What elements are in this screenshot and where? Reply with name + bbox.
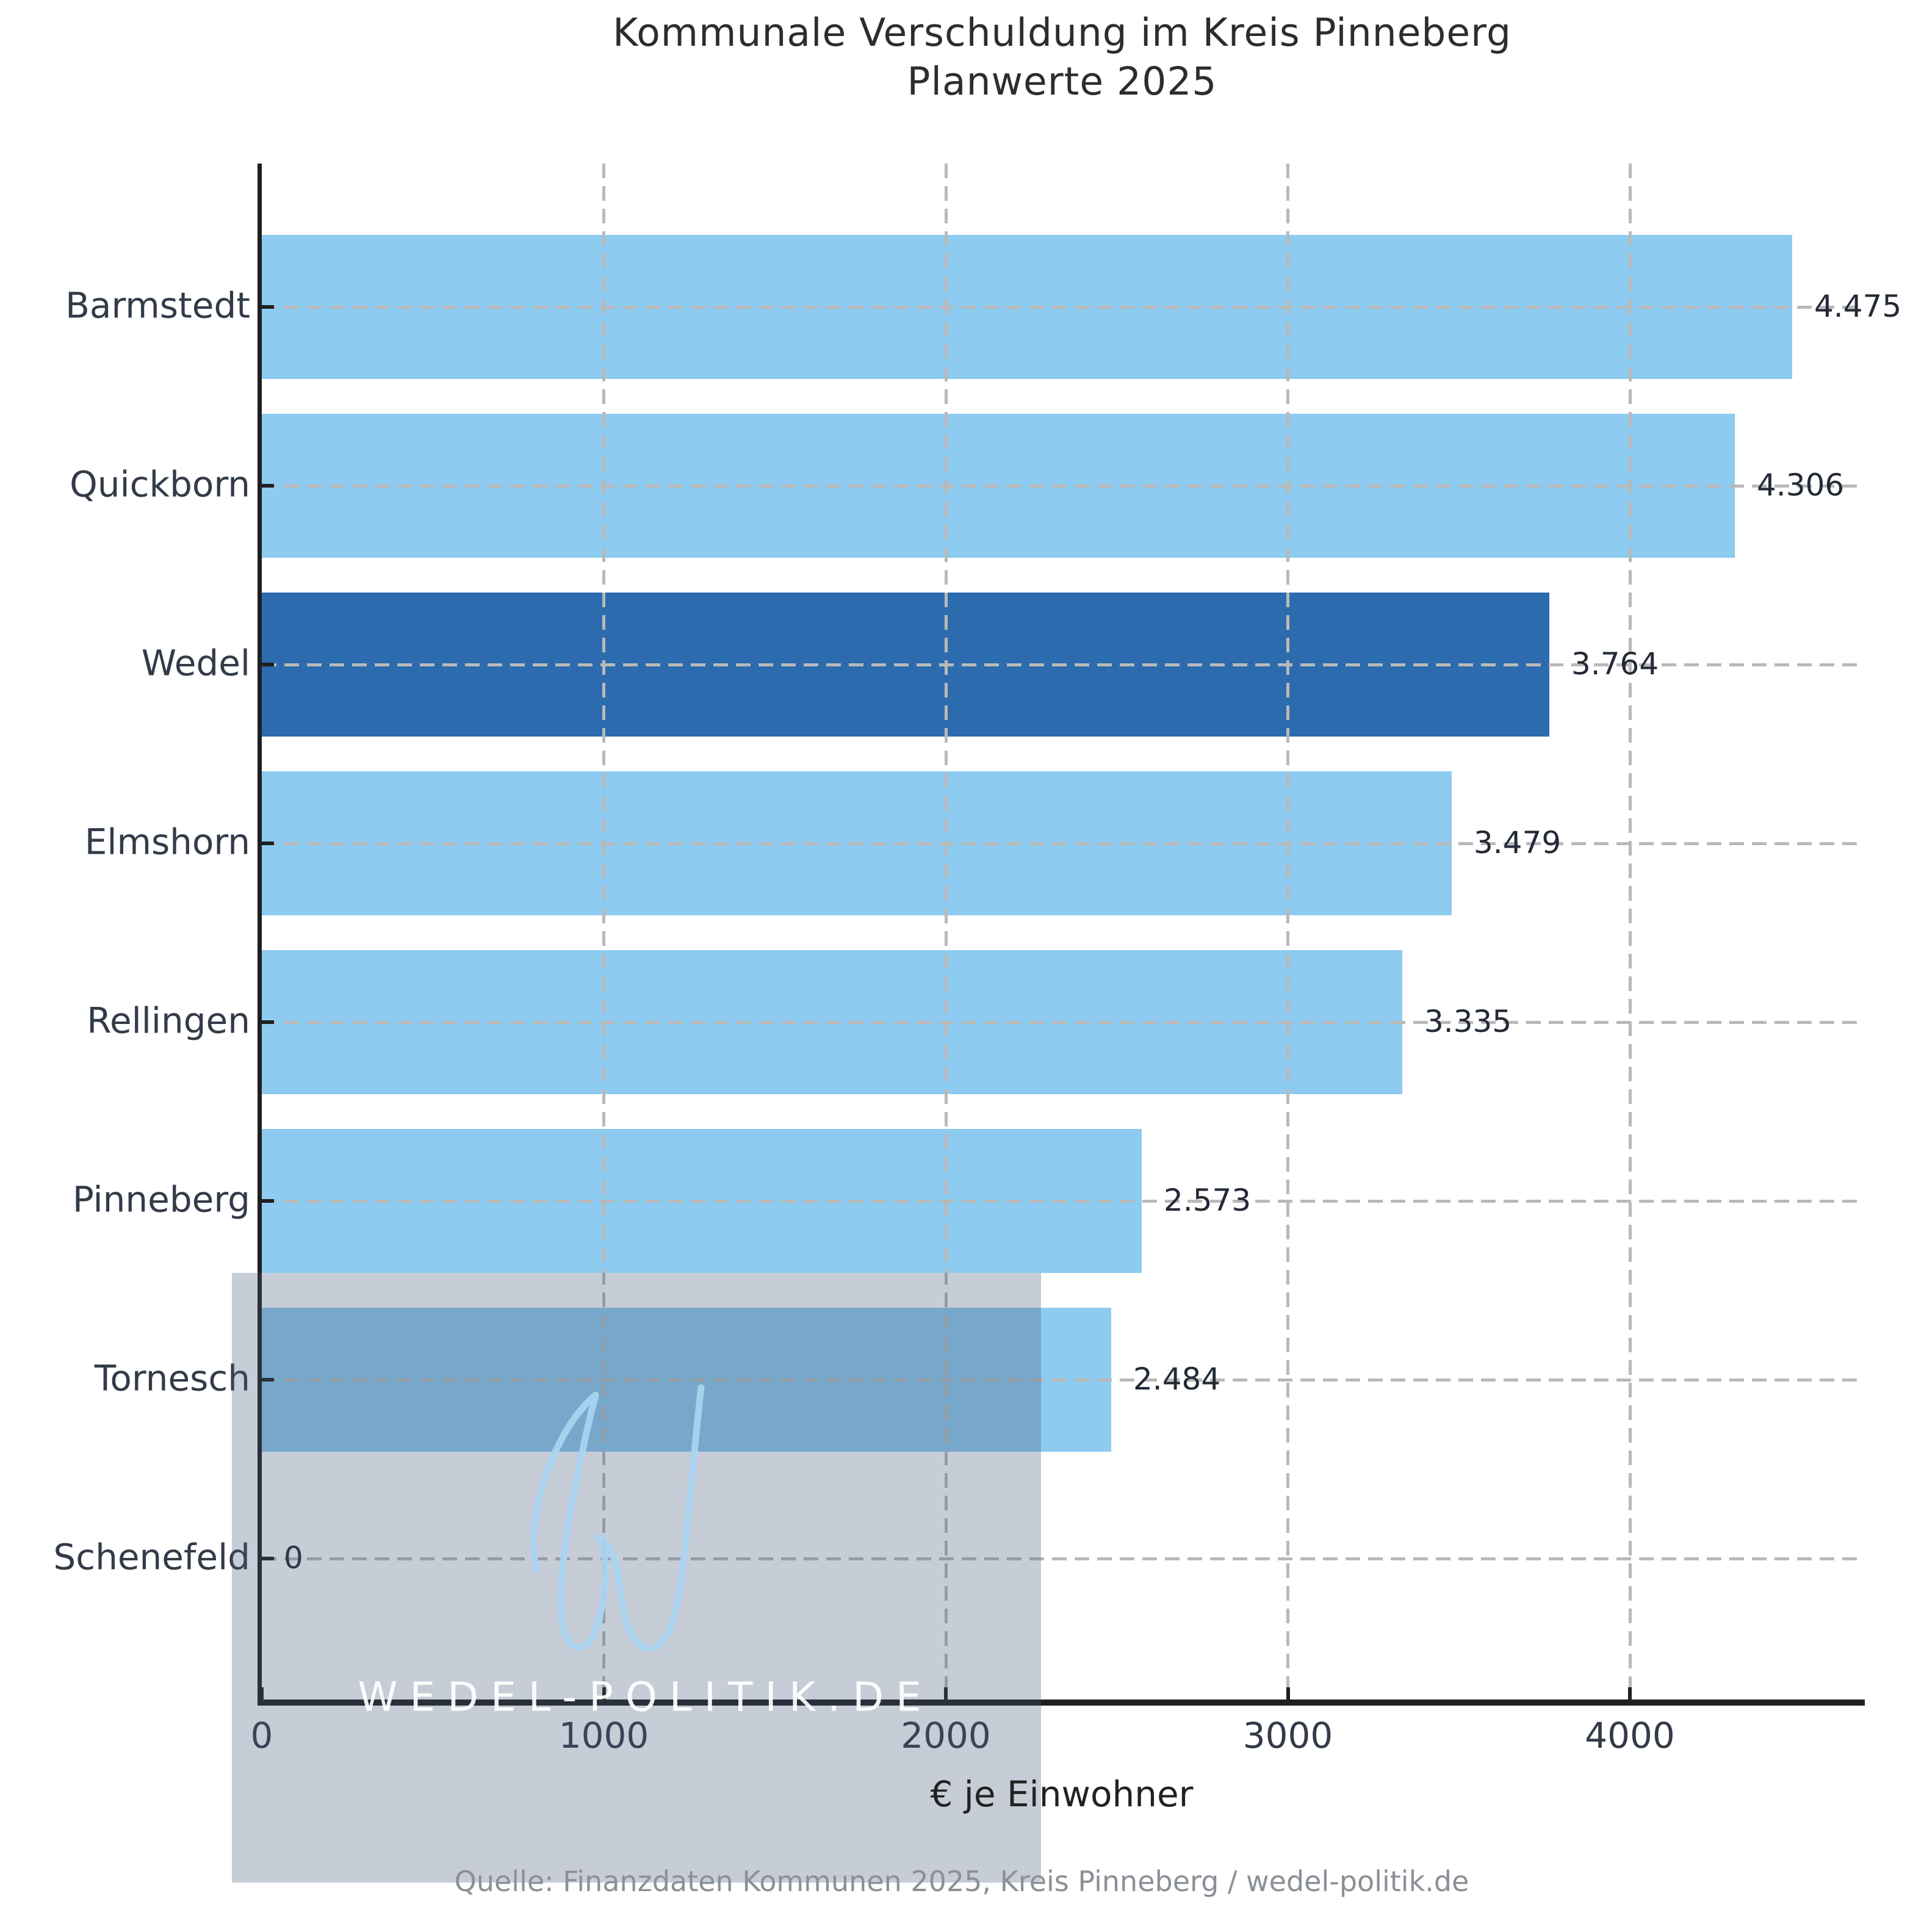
chart-title: Kommunale Verschuldung im Kreis Pinneber… xyxy=(262,9,1862,106)
y-tick-mark xyxy=(262,484,274,488)
watermark-box xyxy=(232,1273,1041,1883)
gridline-horizontal xyxy=(262,1199,1862,1203)
x-tick-label: 4000 xyxy=(1585,1715,1675,1756)
x-tick-mark xyxy=(1628,1687,1632,1700)
gridline-vertical xyxy=(944,164,948,1700)
gridline-horizontal xyxy=(262,1378,1862,1382)
value-label: 2.484 xyxy=(1133,1361,1221,1397)
x-tick-mark xyxy=(1286,1687,1290,1700)
gridline-vertical xyxy=(1286,164,1289,1700)
x-tick-mark xyxy=(602,1687,606,1700)
category-label: Barmstedt xyxy=(65,284,250,326)
category-label: Elmshorn xyxy=(84,821,250,863)
y-tick-mark xyxy=(262,1199,274,1203)
category-label: Schenefeld xyxy=(53,1536,250,1578)
x-tick-label: 0 xyxy=(250,1715,273,1756)
value-label: 4.306 xyxy=(1757,467,1845,503)
category-label: Pinneberg xyxy=(72,1178,250,1220)
category-label: Quickborn xyxy=(70,463,250,505)
y-tick-mark xyxy=(262,305,274,309)
source-credit: Quelle: Finanzdaten Kommunen 2025, Kreis… xyxy=(454,1865,1469,1898)
gridline-horizontal xyxy=(262,663,1862,666)
value-label: 3.764 xyxy=(1571,646,1659,682)
gridline-vertical xyxy=(602,164,605,1700)
gridline-vertical xyxy=(1628,164,1632,1700)
x-tick-label: 3000 xyxy=(1242,1715,1333,1756)
category-label: Tornesch xyxy=(94,1357,250,1399)
value-label: 0 xyxy=(284,1540,303,1576)
y-tick-mark xyxy=(262,1020,274,1024)
x-tick-mark xyxy=(944,1687,948,1700)
x-tick-mark xyxy=(260,1687,264,1700)
y-tick-mark xyxy=(262,1557,274,1560)
gridline-horizontal xyxy=(262,842,1862,845)
value-label: 3.479 xyxy=(1474,824,1562,860)
x-tick-label: 1000 xyxy=(558,1715,649,1756)
value-label: 3.335 xyxy=(1424,1003,1512,1039)
watermark-text: WEDEL-POLITIK.DE xyxy=(358,1673,934,1721)
gridline-horizontal xyxy=(262,1020,1862,1024)
x-axis-label: € je Einwohner xyxy=(930,1773,1194,1815)
gridline-horizontal xyxy=(262,305,1862,309)
gridline-horizontal xyxy=(262,1557,1862,1560)
category-label: Rellingen xyxy=(87,1000,250,1042)
y-axis-spine xyxy=(258,164,262,1706)
chart-title-line2: Planwerte 2025 xyxy=(907,59,1217,104)
gridline-horizontal xyxy=(262,484,1862,488)
y-tick-mark xyxy=(262,842,274,845)
x-tick-label: 2000 xyxy=(901,1715,991,1756)
category-label: Wedel xyxy=(141,642,250,684)
y-tick-mark xyxy=(262,1378,274,1382)
x-axis-spine xyxy=(258,1700,1865,1706)
watermark-logo-icon xyxy=(530,1384,705,1652)
value-label: 4.475 xyxy=(1814,288,1902,324)
y-tick-mark xyxy=(262,663,274,666)
chart-title-line1: Kommunale Verschuldung im Kreis Pinneber… xyxy=(613,10,1511,55)
value-label: 2.573 xyxy=(1164,1182,1252,1218)
